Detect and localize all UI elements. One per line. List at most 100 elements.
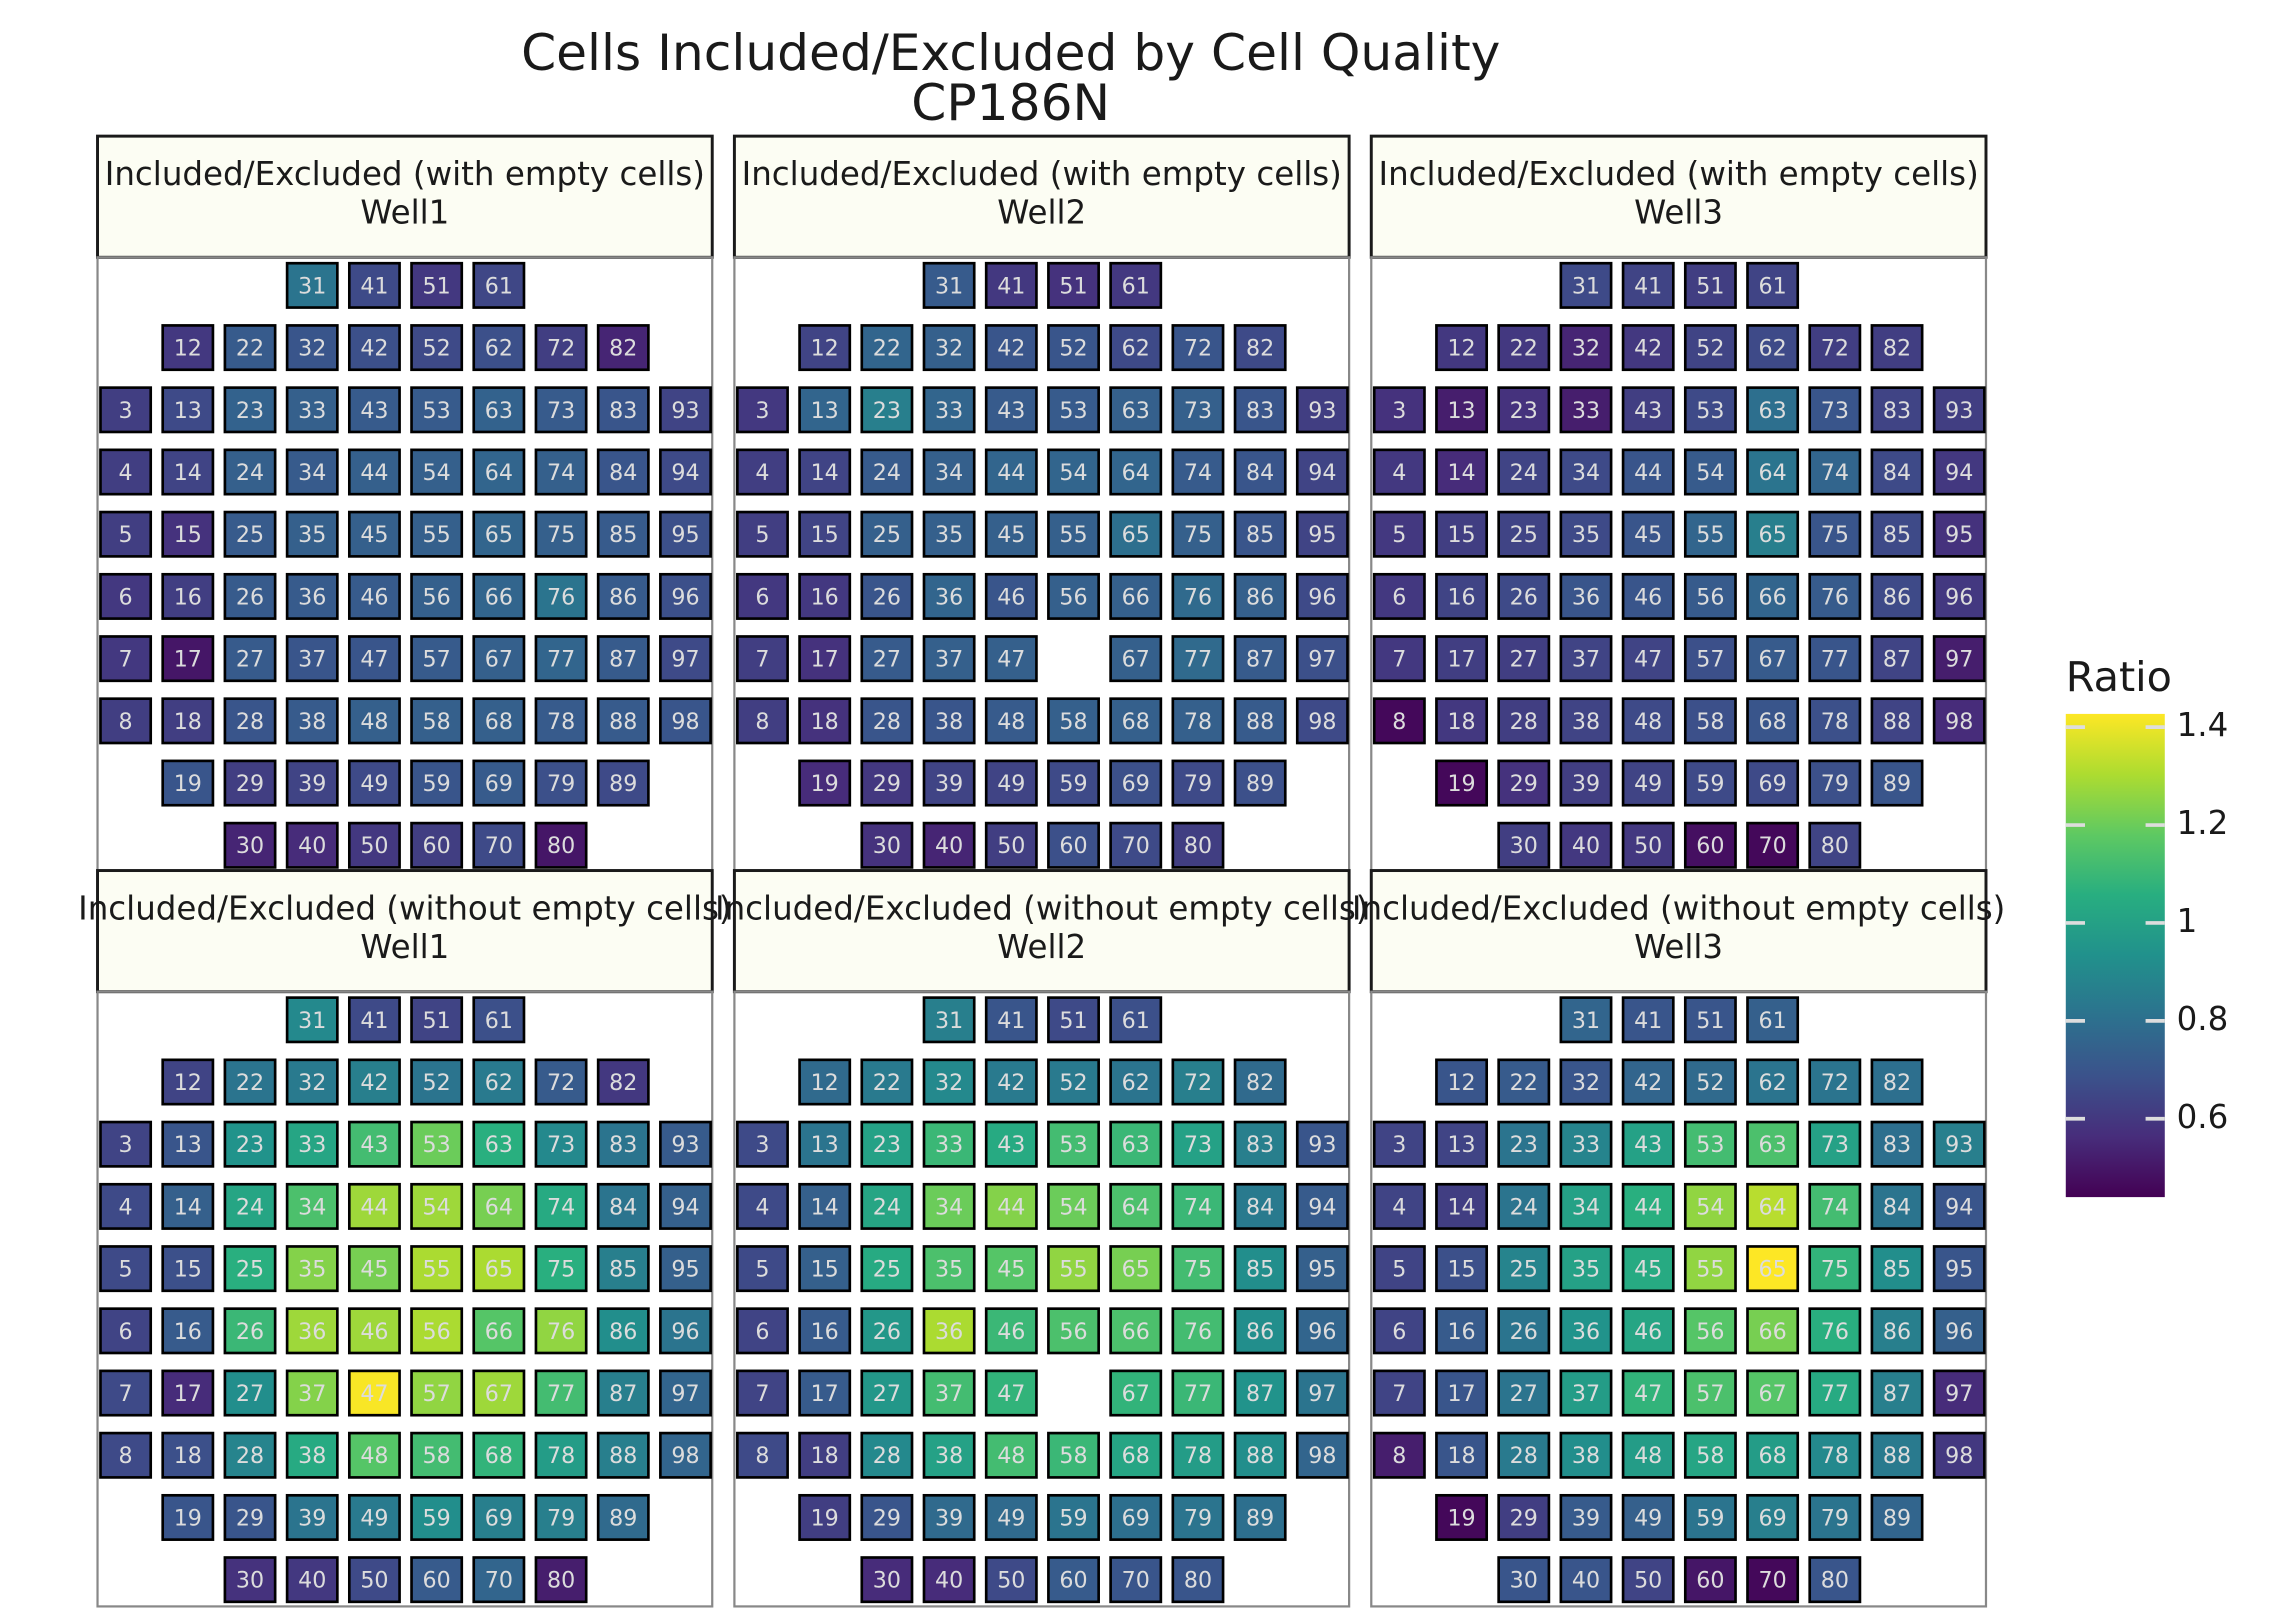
cell-label: 46 xyxy=(360,1319,388,1345)
cell-label: 19 xyxy=(174,771,202,797)
cell xyxy=(1295,697,1349,745)
cell-label: 27 xyxy=(236,1381,264,1407)
cell xyxy=(223,386,277,434)
cell xyxy=(1808,1431,1862,1479)
cell-label: 3 xyxy=(755,1132,769,1158)
cell-label: 70 xyxy=(1122,1568,1150,1594)
cell xyxy=(161,759,215,807)
cell xyxy=(1109,324,1163,372)
cell xyxy=(1233,448,1287,496)
cell xyxy=(223,821,277,869)
cell xyxy=(472,996,526,1044)
cell-label: 41 xyxy=(360,1008,388,1034)
cell xyxy=(410,996,464,1044)
cell xyxy=(99,1245,153,1293)
strip xyxy=(1369,134,1988,259)
cell-label: 30 xyxy=(236,1568,264,1594)
cell-label: 75 xyxy=(1184,1257,1212,1283)
strip-title: Included/Excluded (without empty cells) xyxy=(715,889,1368,927)
cell xyxy=(472,1431,526,1479)
cell-label: 46 xyxy=(997,584,1025,610)
cell xyxy=(534,697,588,745)
cell xyxy=(410,1245,464,1293)
cell xyxy=(1109,448,1163,496)
cell-label: 46 xyxy=(1634,1319,1662,1345)
cell-label: 87 xyxy=(609,647,637,673)
cell xyxy=(1171,821,1225,869)
cell xyxy=(1870,1431,1924,1479)
cell-label: 12 xyxy=(1447,336,1475,362)
cell-label: 94 xyxy=(1308,460,1336,486)
cell-label: 69 xyxy=(1759,1505,1787,1531)
cell xyxy=(984,1120,1038,1168)
cell xyxy=(347,1307,401,1355)
cell xyxy=(223,697,277,745)
cell-label: 89 xyxy=(1883,771,1911,797)
cell-label: 83 xyxy=(609,1132,637,1158)
cell xyxy=(860,510,914,558)
cell xyxy=(161,1307,215,1355)
cell xyxy=(99,510,153,558)
cell xyxy=(596,1120,650,1168)
cell-label: 55 xyxy=(1059,522,1087,548)
cell xyxy=(1233,324,1287,372)
cell xyxy=(1746,1307,1800,1355)
cell-label: 77 xyxy=(1821,647,1849,673)
cell xyxy=(410,759,464,807)
cell xyxy=(410,324,464,372)
cell xyxy=(1171,1120,1225,1168)
cell xyxy=(1870,1369,1924,1417)
cell-label: 52 xyxy=(423,336,451,362)
cell xyxy=(534,1493,588,1541)
cell-label: 69 xyxy=(485,1505,513,1531)
cell xyxy=(1372,448,1426,496)
cell-label: 98 xyxy=(671,1443,699,1469)
cell xyxy=(223,1307,277,1355)
cell xyxy=(1808,759,1862,807)
cell-label: 75 xyxy=(547,522,575,548)
cell xyxy=(99,386,153,434)
cell xyxy=(347,1431,401,1479)
cell xyxy=(285,821,339,869)
cell xyxy=(1932,572,1986,620)
cell xyxy=(798,386,852,434)
cell xyxy=(472,1369,526,1417)
cell xyxy=(410,821,464,869)
cell-label: 45 xyxy=(997,1257,1025,1283)
cell-label: 98 xyxy=(1308,1443,1336,1469)
cell-label: 28 xyxy=(236,1443,264,1469)
cell xyxy=(1372,1307,1426,1355)
cell xyxy=(1171,572,1225,620)
cell-label: 49 xyxy=(1634,1505,1662,1531)
cell xyxy=(1683,1307,1737,1355)
cell xyxy=(1932,697,1986,745)
cell-label: 59 xyxy=(423,1505,451,1531)
cell xyxy=(1233,386,1287,434)
cell-label: 73 xyxy=(1184,1132,1212,1158)
cell xyxy=(1746,261,1800,309)
cell-label: 47 xyxy=(997,647,1025,673)
cell-label: 56 xyxy=(1059,584,1087,610)
cell xyxy=(534,1369,588,1417)
cell xyxy=(161,386,215,434)
cell xyxy=(285,572,339,620)
cell xyxy=(860,1369,914,1417)
cell xyxy=(1683,821,1737,869)
cell-label: 32 xyxy=(935,1070,963,1096)
cell xyxy=(1435,1369,1489,1417)
cell-label: 39 xyxy=(298,771,326,797)
cell xyxy=(1295,1120,1349,1168)
cell-label: 94 xyxy=(671,460,699,486)
cell xyxy=(1047,1556,1100,1604)
cell-label: 26 xyxy=(1510,584,1538,610)
cell-label: 50 xyxy=(360,1568,388,1594)
cell xyxy=(1372,1120,1426,1168)
cell-label: 53 xyxy=(1696,1132,1724,1158)
cell xyxy=(1559,324,1613,372)
cell xyxy=(285,1307,339,1355)
cell-label: 68 xyxy=(485,709,513,735)
cell xyxy=(860,635,914,683)
cell-label: 45 xyxy=(360,1257,388,1283)
cell xyxy=(1621,1182,1675,1230)
cell-label: 86 xyxy=(1883,1319,1911,1345)
